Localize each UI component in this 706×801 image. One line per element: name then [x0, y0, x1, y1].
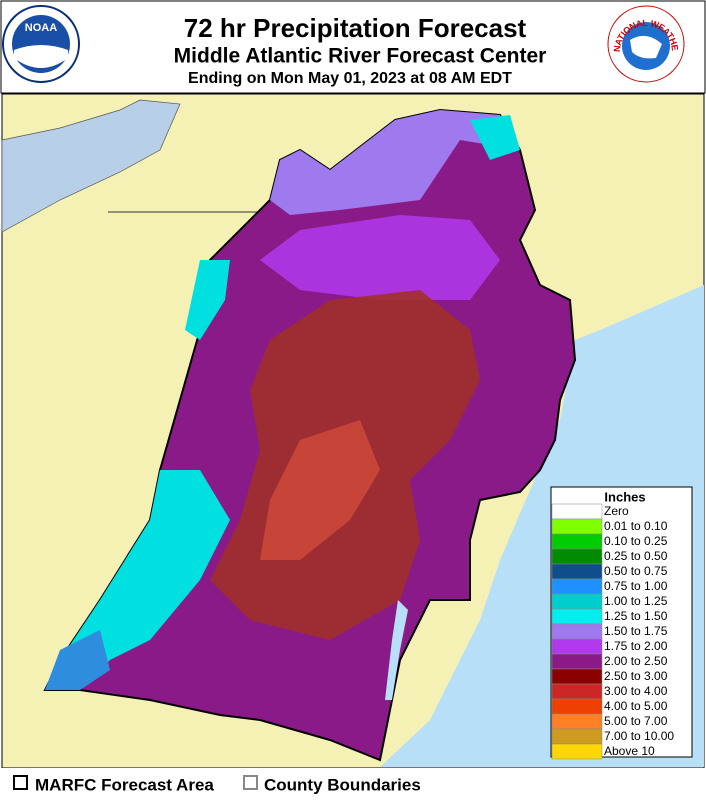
legend-label: 3.00 to 4.00 — [604, 684, 668, 698]
purple-zone — [260, 215, 500, 300]
legend-swatch — [551, 668, 603, 685]
footer-item: MARFC Forecast Area — [35, 775, 214, 794]
legend-label: 1.50 to 1.75 — [604, 624, 668, 638]
bay — [385, 600, 408, 700]
legend-swatch — [551, 608, 603, 625]
cyan-north — [470, 115, 520, 160]
legend-label: 0.01 to 0.10 — [604, 519, 668, 533]
noaa-logo: NOAA — [2, 5, 80, 83]
lake — [1, 99, 181, 233]
title: 72 hr Precipitation Forecast — [184, 13, 527, 43]
legend-label: Zero — [604, 504, 629, 518]
legend-swatch — [551, 713, 603, 730]
legend-title: Inches — [604, 489, 645, 504]
legend-label: 1.00 to 1.25 — [604, 594, 668, 608]
blue-zone — [45, 630, 110, 690]
legend-swatch — [551, 638, 603, 655]
valid-time: Ending on Mon May 01, 2023 at 08 AM EDT — [188, 70, 512, 87]
legend-swatch — [551, 533, 603, 550]
footer-item: County Boundaries — [264, 775, 421, 794]
legend-label: 0.25 to 0.50 — [604, 549, 668, 563]
legend-swatch — [551, 563, 603, 580]
legend-label: 1.75 to 2.00 — [604, 639, 668, 653]
cyan-west — [185, 260, 230, 340]
legend-swatch — [551, 518, 603, 535]
legend-label: 1.25 to 1.50 — [604, 609, 668, 623]
legend-label: Above 10 — [604, 744, 655, 758]
legend-swatch — [551, 698, 603, 715]
legend-swatch — [551, 743, 603, 760]
legend-swatch — [551, 683, 603, 700]
legend-swatch — [551, 578, 603, 595]
county-swatch — [243, 775, 258, 790]
legend-label: 2.50 to 3.00 — [604, 669, 668, 683]
legend-label: 2.00 to 2.50 — [604, 654, 668, 668]
noaa-text: NOAA — [25, 22, 57, 34]
header-box — [0, 0, 706, 94]
legend-label: 7.00 to 10.00 — [604, 729, 674, 743]
legend-swatch — [551, 728, 603, 745]
orange-red-zone — [260, 420, 380, 560]
subtitle: Middle Atlantic River Forecast Center — [174, 45, 547, 68]
legend-label: 4.00 to 5.00 — [604, 699, 668, 713]
legend-swatch — [551, 593, 603, 610]
legend-label: 0.10 to 0.25 — [604, 534, 668, 548]
legend-swatch — [551, 548, 603, 565]
legend-label: 5.00 to 7.00 — [604, 714, 668, 728]
legend-swatch — [551, 623, 603, 640]
legend-swatch — [551, 503, 603, 520]
legend-label: 0.75 to 1.00 — [604, 579, 668, 593]
lavender-zone — [270, 110, 520, 215]
footer-bg — [0, 768, 706, 796]
forecast-area-swatch — [13, 775, 28, 790]
legend-label: 0.50 to 0.75 — [604, 564, 668, 578]
legend-swatch — [551, 653, 603, 670]
